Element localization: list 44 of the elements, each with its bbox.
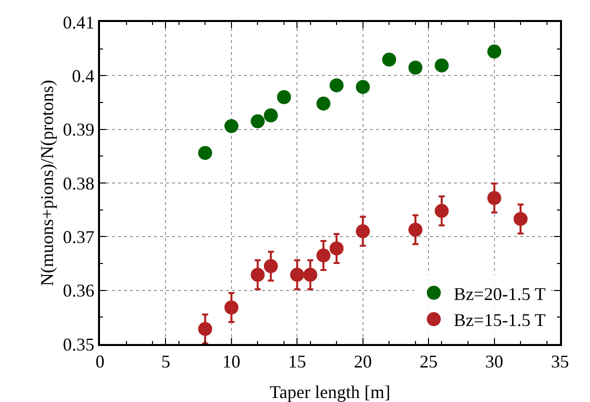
point — [198, 322, 212, 336]
point — [330, 78, 344, 92]
y-tick-label: 0.4 — [72, 66, 94, 86]
point — [224, 119, 238, 134]
point — [408, 60, 422, 75]
x-tick-label: 20 — [354, 352, 372, 372]
point — [356, 80, 370, 94]
point — [250, 268, 265, 282]
point — [408, 222, 422, 237]
x-tick-label: 5 — [161, 352, 170, 372]
legend-label: Bz=20-1.5 T — [454, 284, 546, 304]
x-tick-label: 0 — [96, 352, 104, 372]
y-tick-label: 0.35 — [62, 334, 94, 354]
x-tick-label: 25 — [420, 352, 438, 372]
y-tick-label: 0.36 — [62, 280, 94, 301]
legend-label: Bz=15-1.5 T — [454, 310, 546, 330]
y-tick-label: 0.41 — [62, 12, 94, 32]
y-tick-label: 0.37 — [62, 226, 94, 247]
x-tick-label: 30 — [485, 352, 504, 372]
point — [277, 90, 291, 104]
point — [356, 224, 370, 238]
x-tick-label: 10 — [222, 352, 240, 372]
point — [264, 259, 278, 274]
point — [250, 114, 265, 128]
y-axis-title: N(muons+pions)/N(protons) — [37, 80, 57, 286]
point — [382, 52, 396, 67]
point — [198, 146, 212, 160]
point — [487, 44, 502, 59]
point — [224, 300, 238, 315]
y-tick-label: 0.39 — [62, 120, 94, 140]
point — [330, 241, 344, 256]
point — [487, 191, 502, 206]
x-tick-label: 15 — [288, 352, 306, 372]
point — [514, 212, 528, 226]
point — [316, 96, 330, 111]
point — [264, 108, 278, 122]
point — [290, 268, 304, 282]
point — [303, 268, 318, 282]
point — [434, 204, 449, 218]
point — [434, 58, 449, 72]
y-tick-label: 0.38 — [62, 173, 94, 194]
point — [316, 248, 330, 262]
x-axis-title: Taper length [m] — [270, 382, 390, 402]
x-tick-label: 35 — [551, 352, 569, 372]
